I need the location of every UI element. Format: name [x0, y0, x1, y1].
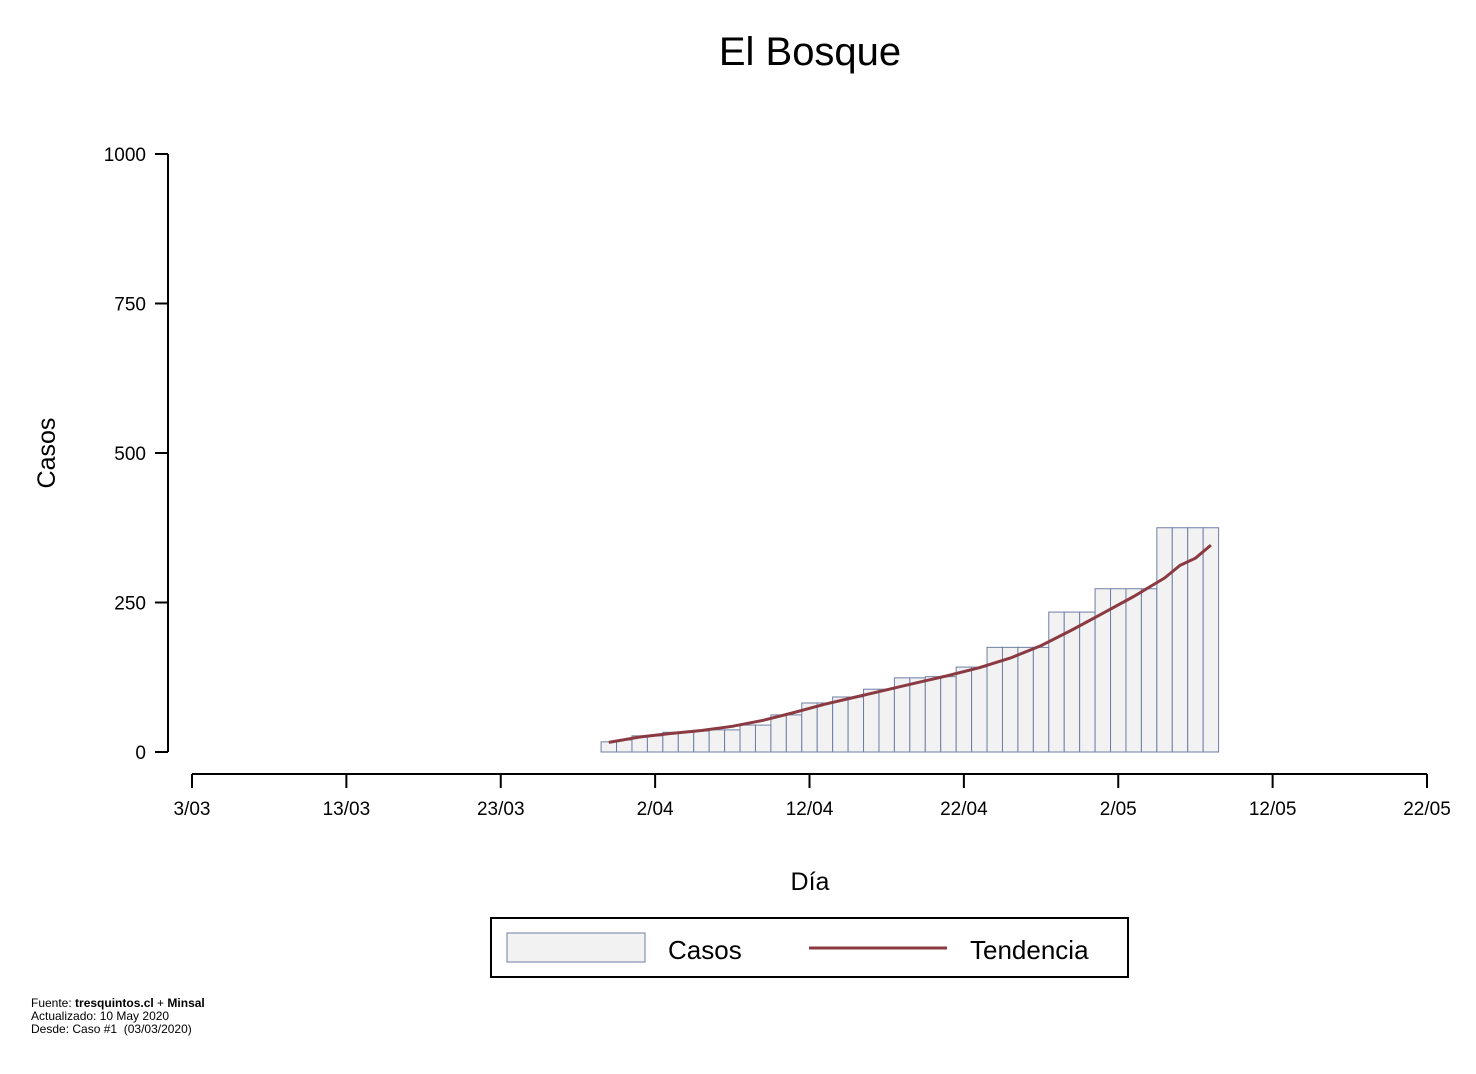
bar — [724, 729, 741, 753]
bar — [940, 676, 957, 753]
bar — [1156, 527, 1173, 753]
x-tick-label: 12/04 — [786, 799, 834, 820]
footer-updated: Actualizado: 10 May 2020 — [31, 1009, 170, 1023]
x-tick-label: 3/03 — [174, 799, 211, 820]
bar — [1079, 611, 1096, 753]
legend: Casos Tendencia — [490, 917, 1129, 978]
footer-source-org: Minsal — [167, 996, 205, 1010]
footer-source-plus: + — [153, 996, 168, 1010]
y-axis: 0 250 500 750 1000 — [104, 145, 169, 764]
x-tick-label: 2/05 — [1100, 799, 1137, 820]
bar — [1001, 646, 1019, 753]
x-tick-label: 12/05 — [1249, 799, 1297, 820]
bar — [832, 696, 849, 753]
bar — [754, 724, 772, 753]
bar — [816, 702, 834, 753]
bar — [1048, 611, 1065, 753]
bar — [1125, 588, 1142, 753]
bar — [1110, 588, 1127, 753]
y-tick-label: 1000 — [104, 145, 146, 166]
x-tick-label: 2/04 — [637, 799, 674, 820]
x-axis-title: Día — [791, 868, 830, 896]
plot-area — [600, 527, 1220, 753]
x-tick-label: 23/03 — [477, 799, 525, 820]
y-axis-title: Casos — [33, 418, 61, 489]
bar — [693, 730, 710, 753]
bar — [708, 729, 726, 753]
footer-source-site: tresquintos.cl — [75, 996, 154, 1010]
bar — [646, 735, 664, 753]
bar — [863, 688, 880, 753]
y-tick-label: 0 — [135, 743, 146, 764]
bar — [909, 677, 926, 753]
x-tick-label: 22/04 — [940, 799, 988, 820]
footer-source: Fuente: tresquintos.cl + Minsal — [31, 997, 205, 1010]
legend-label-tendencia: Tendencia — [970, 935, 1089, 965]
y-tick-label: 750 — [114, 295, 146, 316]
bar — [785, 714, 803, 753]
bar — [1202, 527, 1220, 753]
bar — [971, 666, 988, 753]
bar — [739, 724, 756, 753]
bar — [1032, 646, 1050, 753]
bar — [770, 714, 787, 753]
bar — [600, 741, 618, 753]
chart-title: El Bosque — [719, 30, 901, 74]
bar — [924, 676, 942, 753]
y-tick-label: 250 — [114, 594, 146, 615]
legend-swatch-casos — [506, 932, 646, 963]
bar — [878, 688, 895, 753]
x-tick-label: 22/05 — [1403, 799, 1451, 820]
bar — [1140, 588, 1158, 753]
footer-since: Desde: Caso #1 (03/03/2020) — [31, 1022, 192, 1036]
bar — [847, 696, 865, 753]
footer: Fuente: tresquintos.cl + Minsal Actualiz… — [31, 997, 205, 1036]
bar — [955, 666, 973, 753]
trend-line — [608, 543, 1212, 744]
footer-source-prefix: Fuente: — [31, 996, 76, 1010]
x-tick-label: 13/03 — [323, 799, 371, 820]
bar — [677, 731, 695, 753]
y-tick-label: 500 — [114, 444, 146, 465]
bar — [1017, 646, 1034, 753]
x-axis: 3/03 13/03 23/03 2/04 12/04 22/04 2/05 12/05 22/… — [174, 773, 1451, 820]
legend-label-casos: Casos — [668, 935, 742, 965]
